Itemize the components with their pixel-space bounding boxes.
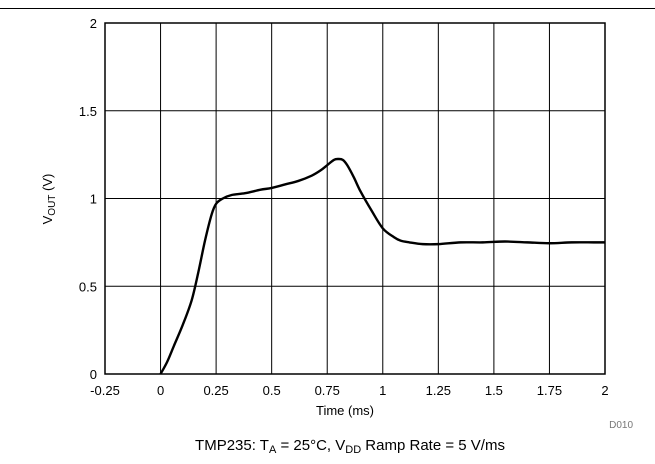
y-tick-label: 0 [90,367,97,382]
y-tick-label: 1 [90,192,97,207]
x-tick-label: 0.25 [203,383,228,398]
figure-id: D010 [609,420,633,431]
x-tick-label: 1.75 [537,383,562,398]
x-tick-label: 1.25 [426,383,451,398]
x-tick-label: 2 [601,383,608,398]
y-axis-label: VOUT (V) [40,174,58,225]
x-axis-label: Time (ms) [316,403,374,418]
x-tick-labels: -0.25 0 0.25 0.5 0.75 1 1.25 1.5 1.75 2 [90,383,608,398]
series-group [159,157,605,375]
x-tick-label: -0.25 [90,383,120,398]
plot-frame [104,22,606,375]
chart-caption: TMP235: TA = 25°C, VDD Ramp Rate = 5 V/m… [195,437,505,456]
y-tick-labels: 0 0.5 1 1.5 2 [79,16,97,382]
x-tick-label: 0.75 [315,383,340,398]
x-tick-label: 1 [379,383,386,398]
x-tick-label: 0 [157,383,164,398]
y-tick-label: 0.5 [79,279,97,294]
x-tick-label: 0.5 [263,383,281,398]
grid [104,22,606,375]
y-tick-label: 2 [90,16,97,31]
series-line [159,157,605,375]
y-tick-label: 1.5 [79,104,97,119]
x-tick-label: 1.5 [485,383,503,398]
